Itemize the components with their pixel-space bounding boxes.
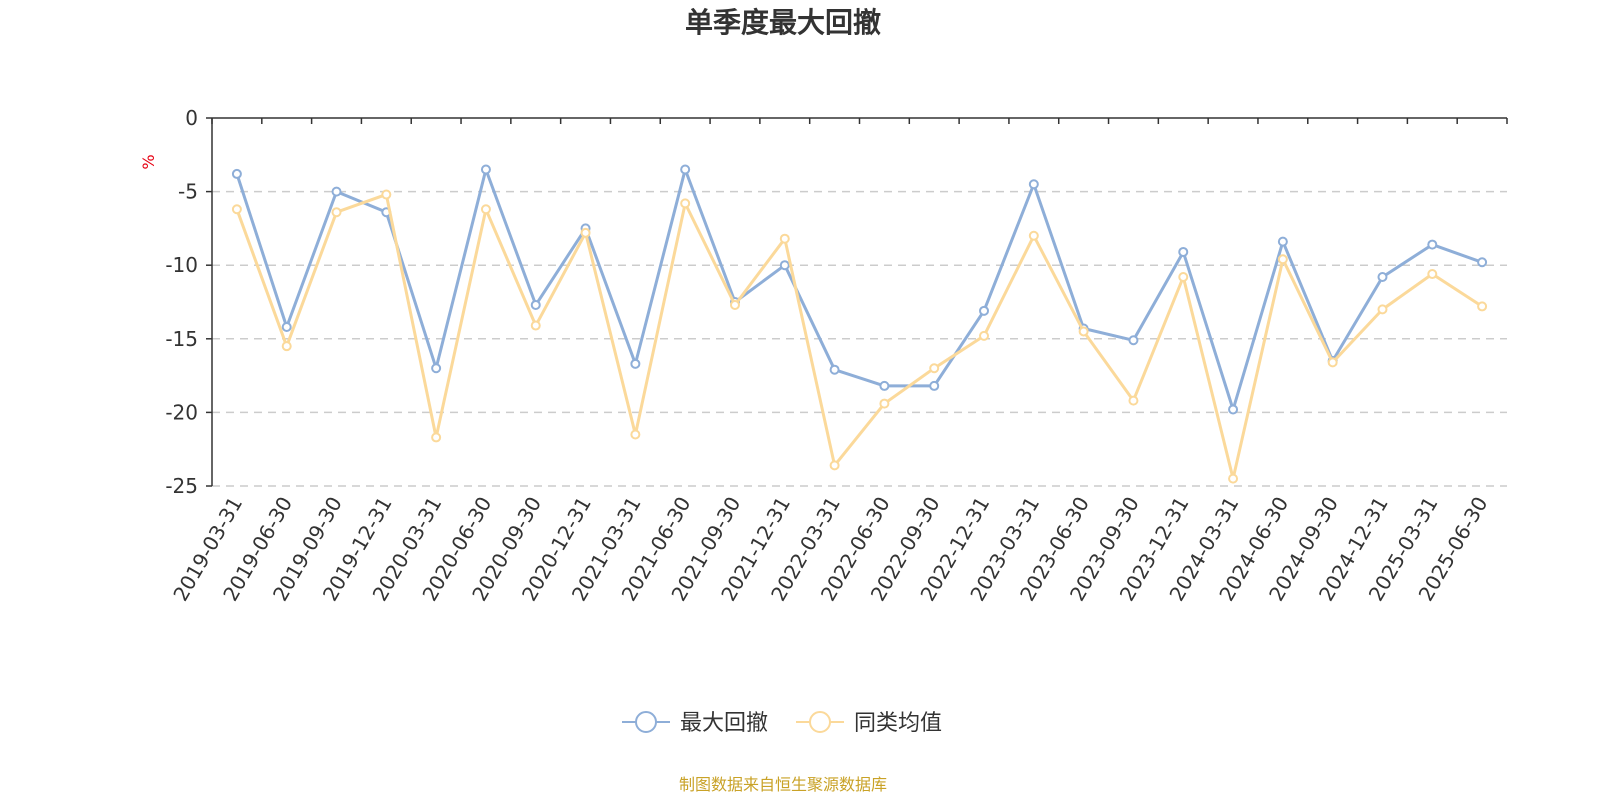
series-point[interactable] [879, 398, 890, 409]
y-tick-label: -10 [165, 253, 198, 277]
data-source-note: 制图数据来自恒生聚源数据库 [679, 775, 887, 794]
series-point[interactable] [1327, 357, 1338, 368]
chart-title: 单季度最大回撤 [685, 6, 881, 39]
series-point[interactable] [281, 341, 292, 352]
legend-swatch-circle [635, 711, 657, 733]
y-tick-label: 0 [185, 106, 198, 130]
series-point[interactable] [729, 299, 740, 310]
series-point[interactable] [1427, 269, 1438, 280]
series-point[interactable] [1277, 254, 1288, 265]
y-tick-label: -25 [165, 474, 198, 498]
series-point[interactable] [979, 330, 990, 341]
series-point[interactable] [480, 164, 491, 175]
series-point[interactable] [779, 233, 790, 244]
series-point[interactable] [929, 363, 940, 374]
series-point[interactable] [1028, 179, 1039, 190]
series-point[interactable] [231, 168, 242, 179]
legend-item-2[interactable]: 同类均值 [796, 711, 942, 736]
y-tick-label: -20 [165, 400, 198, 424]
series-point[interactable] [431, 432, 442, 443]
series-point[interactable] [929, 380, 940, 391]
legend-label: 同类均值 [854, 711, 942, 736]
series-point[interactable] [1178, 271, 1189, 282]
series-point[interactable] [1128, 395, 1139, 406]
series-point[interactable] [1228, 473, 1239, 484]
x-tick-labels: 2019-03-312019-06-302019-09-302019-12-31… [168, 493, 1492, 606]
series-point[interactable] [231, 204, 242, 215]
y-tick-label: -5 [178, 180, 198, 204]
series-point[interactable] [1377, 304, 1388, 315]
series-line-1 [235, 168, 1483, 411]
series-point[interactable] [431, 363, 442, 374]
series-point[interactable] [680, 164, 691, 175]
series-line-2 [235, 193, 1483, 481]
series-point[interactable] [331, 207, 342, 218]
series-point[interactable] [580, 227, 591, 238]
axes [206, 117, 1508, 487]
y-tick-labels: 0 -5 -10 -15 -20 -25 [165, 106, 198, 498]
series-point[interactable] [1477, 301, 1488, 312]
series-point[interactable] [1178, 246, 1189, 257]
series-point[interactable] [1277, 236, 1288, 247]
legend-label: 最大回撤 [680, 711, 768, 736]
series-point[interactable] [281, 322, 292, 333]
series-point[interactable] [979, 305, 990, 316]
series-point[interactable] [1228, 404, 1239, 415]
series-point[interactable] [680, 198, 691, 209]
grid-lines [212, 190, 1507, 487]
legend-swatch-circle [809, 711, 831, 733]
series-point[interactable] [829, 364, 840, 375]
series-point[interactable] [1128, 335, 1139, 346]
series-point[interactable] [630, 358, 641, 369]
legend-item-1[interactable]: 最大回撤 [622, 711, 768, 736]
y-axis-unit: % [139, 154, 158, 169]
series-point[interactable] [530, 299, 541, 310]
series-point[interactable] [879, 380, 890, 391]
series-point[interactable] [779, 260, 790, 271]
series-point[interactable] [1427, 239, 1438, 250]
series-point[interactable] [630, 429, 641, 440]
series-point[interactable] [829, 460, 840, 471]
series-point[interactable] [480, 204, 491, 215]
series-group [231, 164, 1488, 484]
series-point[interactable] [331, 186, 342, 197]
y-tick-label: -15 [165, 327, 198, 351]
series-point[interactable] [1377, 271, 1388, 282]
series-point[interactable] [1078, 326, 1089, 337]
series-point[interactable] [381, 189, 392, 200]
series-point[interactable] [530, 320, 541, 331]
legend[interactable]: 最大回撤 同类均值 [622, 711, 942, 736]
series-point[interactable] [1028, 230, 1039, 241]
series-point[interactable] [1477, 257, 1488, 268]
